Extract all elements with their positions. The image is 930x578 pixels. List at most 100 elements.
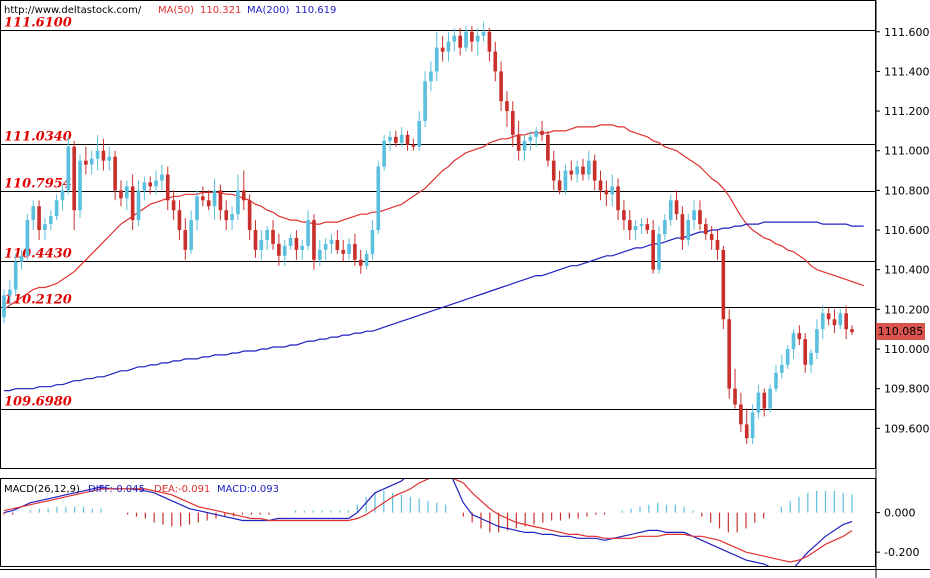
y-tick-label: 110.400 <box>884 264 930 277</box>
candle-body <box>142 182 147 191</box>
candle-body <box>774 372 778 389</box>
candle-body <box>750 412 755 439</box>
level-label: 110.2120 <box>4 293 72 308</box>
candle-body <box>212 190 217 207</box>
candle-body <box>282 245 287 256</box>
candle-body <box>288 237 293 246</box>
candle-body <box>481 31 486 36</box>
candle-body <box>557 180 562 191</box>
candle-body <box>312 220 316 260</box>
candle-body <box>551 160 556 181</box>
macd-tick-label: -0.200 <box>884 546 919 559</box>
candle-body <box>803 339 808 365</box>
candle-body <box>358 259 363 266</box>
candle-body <box>60 190 65 201</box>
candle-body <box>37 206 41 231</box>
candle-body <box>72 146 76 211</box>
level-label: 109.6980 <box>4 395 72 410</box>
candle-body <box>575 166 579 175</box>
candle-body <box>610 186 615 195</box>
candle-body <box>622 210 626 221</box>
candle-body <box>826 313 831 320</box>
candle-body <box>271 230 275 244</box>
candle-body <box>54 200 59 217</box>
candle-body <box>516 134 521 151</box>
level-label: 111.0340 <box>4 130 72 145</box>
macd-tick-label: 0.000 <box>884 507 916 520</box>
candle-body <box>668 200 673 221</box>
candle-body <box>2 295 6 318</box>
candle-body <box>335 239 340 250</box>
candle-body <box>493 51 498 72</box>
candle-body <box>780 364 784 373</box>
candle-body <box>25 220 30 256</box>
candle-body <box>171 200 176 211</box>
candle-body <box>850 329 854 333</box>
candle-body <box>528 136 533 141</box>
candle-body <box>423 81 427 121</box>
candle-body <box>306 220 310 246</box>
candle-body <box>206 200 211 207</box>
candle-body <box>113 156 117 191</box>
candle-body <box>394 136 398 143</box>
candle-body <box>183 230 188 250</box>
candle-body <box>189 220 193 250</box>
candle-body <box>95 150 100 159</box>
candle-body <box>616 186 620 211</box>
y-tick-label: 109.800 <box>884 383 930 396</box>
candle-body <box>487 31 492 52</box>
candle-body <box>820 313 825 330</box>
candle-body <box>721 249 726 320</box>
ma50-value: 110.321 <box>200 5 241 16</box>
candle-body <box>364 253 369 266</box>
candle-body <box>832 319 837 326</box>
candle-body <box>470 31 474 42</box>
y-tick-label: 111.000 <box>884 145 930 158</box>
candle-body <box>686 220 691 240</box>
candle-body <box>592 160 597 181</box>
macd-value-label: MACD:0.093 <box>217 484 279 495</box>
candle-body <box>43 224 47 231</box>
candle-body <box>19 255 24 262</box>
candle-body <box>791 333 796 349</box>
candle-body <box>464 31 468 48</box>
y-tick-label: 110.800 <box>884 184 930 197</box>
candle-body <box>78 160 82 211</box>
candle-body <box>768 388 772 409</box>
candle-body <box>563 170 568 191</box>
candle-body <box>446 41 451 52</box>
candle-body <box>727 319 731 389</box>
candle-body <box>13 261 18 290</box>
candle-body <box>48 216 53 225</box>
candle-body <box>230 214 234 221</box>
level-label: 111.6100 <box>4 16 72 31</box>
candle-body <box>458 35 462 48</box>
ma200-line <box>4 221 864 392</box>
candle-body <box>627 220 632 231</box>
macd-plot-frame <box>0 478 876 567</box>
candle-body <box>130 186 135 221</box>
candle-body <box>259 239 264 250</box>
candle-body <box>347 243 351 254</box>
candle-body <box>201 196 205 201</box>
ma50-line <box>3 124 864 310</box>
y-tick-label: 111.400 <box>884 65 930 78</box>
candle-body <box>440 47 445 52</box>
y-tick-label: 111.200 <box>884 105 930 118</box>
y-tick-label: 110.200 <box>884 303 930 316</box>
candle-body <box>154 180 158 187</box>
candle-body <box>160 174 164 181</box>
y-tick-label: 110.000 <box>884 343 930 356</box>
candle-body <box>300 245 305 250</box>
candle-body <box>388 136 392 141</box>
candle-body <box>66 146 71 191</box>
candle-body <box>399 134 404 143</box>
candle-body <box>604 190 609 195</box>
candle-body <box>253 230 258 250</box>
candle-body <box>329 239 334 244</box>
candle-body <box>505 101 509 112</box>
candle-body <box>405 134 410 145</box>
candle-body <box>651 230 655 270</box>
macd-dea-label: DEA:-0.091 <box>154 484 210 495</box>
